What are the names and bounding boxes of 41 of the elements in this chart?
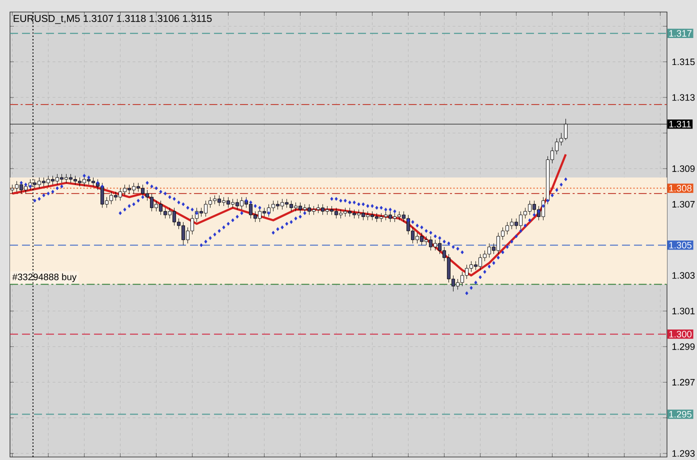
candlestick — [469, 260, 474, 272]
y-tick-label: 1.303 — [672, 272, 695, 279]
candlestick — [294, 202, 298, 212]
candlestick — [307, 204, 312, 216]
y-tick-label: 1.293 — [672, 450, 695, 457]
candlestick — [370, 211, 374, 220]
y-tick-label: 1.301 — [672, 308, 695, 314]
candlestick — [181, 222, 186, 246]
candlestick — [397, 211, 402, 220]
ref-line-label: 1.317 — [669, 30, 692, 37]
candlestick — [226, 196, 230, 208]
candlestick — [289, 200, 294, 212]
candlestick — [330, 206, 334, 216]
y-tick-label: 1.313 — [672, 94, 695, 101]
candlestick — [320, 204, 325, 216]
y-tick-label: 1.299 — [672, 343, 695, 350]
candlestick — [14, 180, 19, 192]
ref-line-label: 1.295 — [669, 410, 692, 418]
ref-line-label: 1.305 — [669, 242, 692, 248]
band-label: #33294888 buy — [12, 273, 77, 282]
candlestick — [64, 174, 68, 184]
candlestick — [136, 182, 140, 192]
candlestick — [284, 198, 289, 208]
y-tick-label: 1.309 — [672, 165, 695, 172]
candlestick — [271, 200, 276, 212]
candlestick — [361, 209, 366, 220]
candlestick — [60, 174, 64, 184]
ref-line-label: 1.300 — [669, 330, 692, 338]
candlestick — [68, 174, 73, 184]
candlestick — [415, 232, 420, 244]
chart-title: EURUSD_t,M5 1.3107 1.3118 1.3106 1.3115 — [14, 14, 212, 24]
candlestick — [158, 200, 163, 216]
y-tick-label: 1.307 — [672, 200, 695, 208]
candlestick — [366, 211, 370, 220]
ref-line-label: 1.311 — [669, 120, 691, 128]
y-tick-label: 1.315 — [672, 58, 695, 66]
candlestick — [150, 193, 154, 212]
candlestick — [230, 198, 235, 208]
candlestick — [154, 200, 158, 212]
ref-line-label: 1.308 — [669, 184, 692, 192]
y-tick-label: 1.297 — [672, 378, 695, 386]
